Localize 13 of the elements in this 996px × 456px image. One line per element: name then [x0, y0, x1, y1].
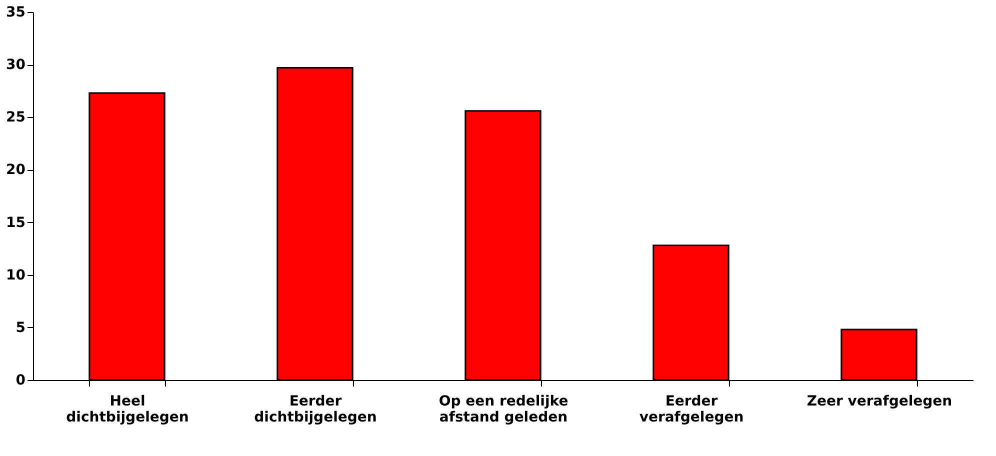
y-tick-label: 5 — [16, 320, 26, 336]
y-tick-label: 15 — [6, 214, 26, 231]
x-tick-label: Heel dichtbijgelegen — [66, 394, 189, 426]
x-tick-label: Op een redelijke afstand geleden — [438, 394, 568, 426]
y-tick-label: 20 — [6, 162, 26, 178]
y-tick-label: 35 — [6, 4, 26, 20]
x-tick-label: Eerder verafgelegen — [639, 394, 744, 426]
y-tick-label: 25 — [6, 110, 26, 126]
y-tick-label: 10 — [6, 267, 26, 284]
x-tick-label: Zeer verafgelegen — [806, 394, 952, 410]
y-tick-label: 0 — [16, 372, 26, 388]
y-tick-label: 30 — [6, 57, 26, 74]
x-tick-label: Eerder dichtbijgelegen — [254, 394, 377, 426]
